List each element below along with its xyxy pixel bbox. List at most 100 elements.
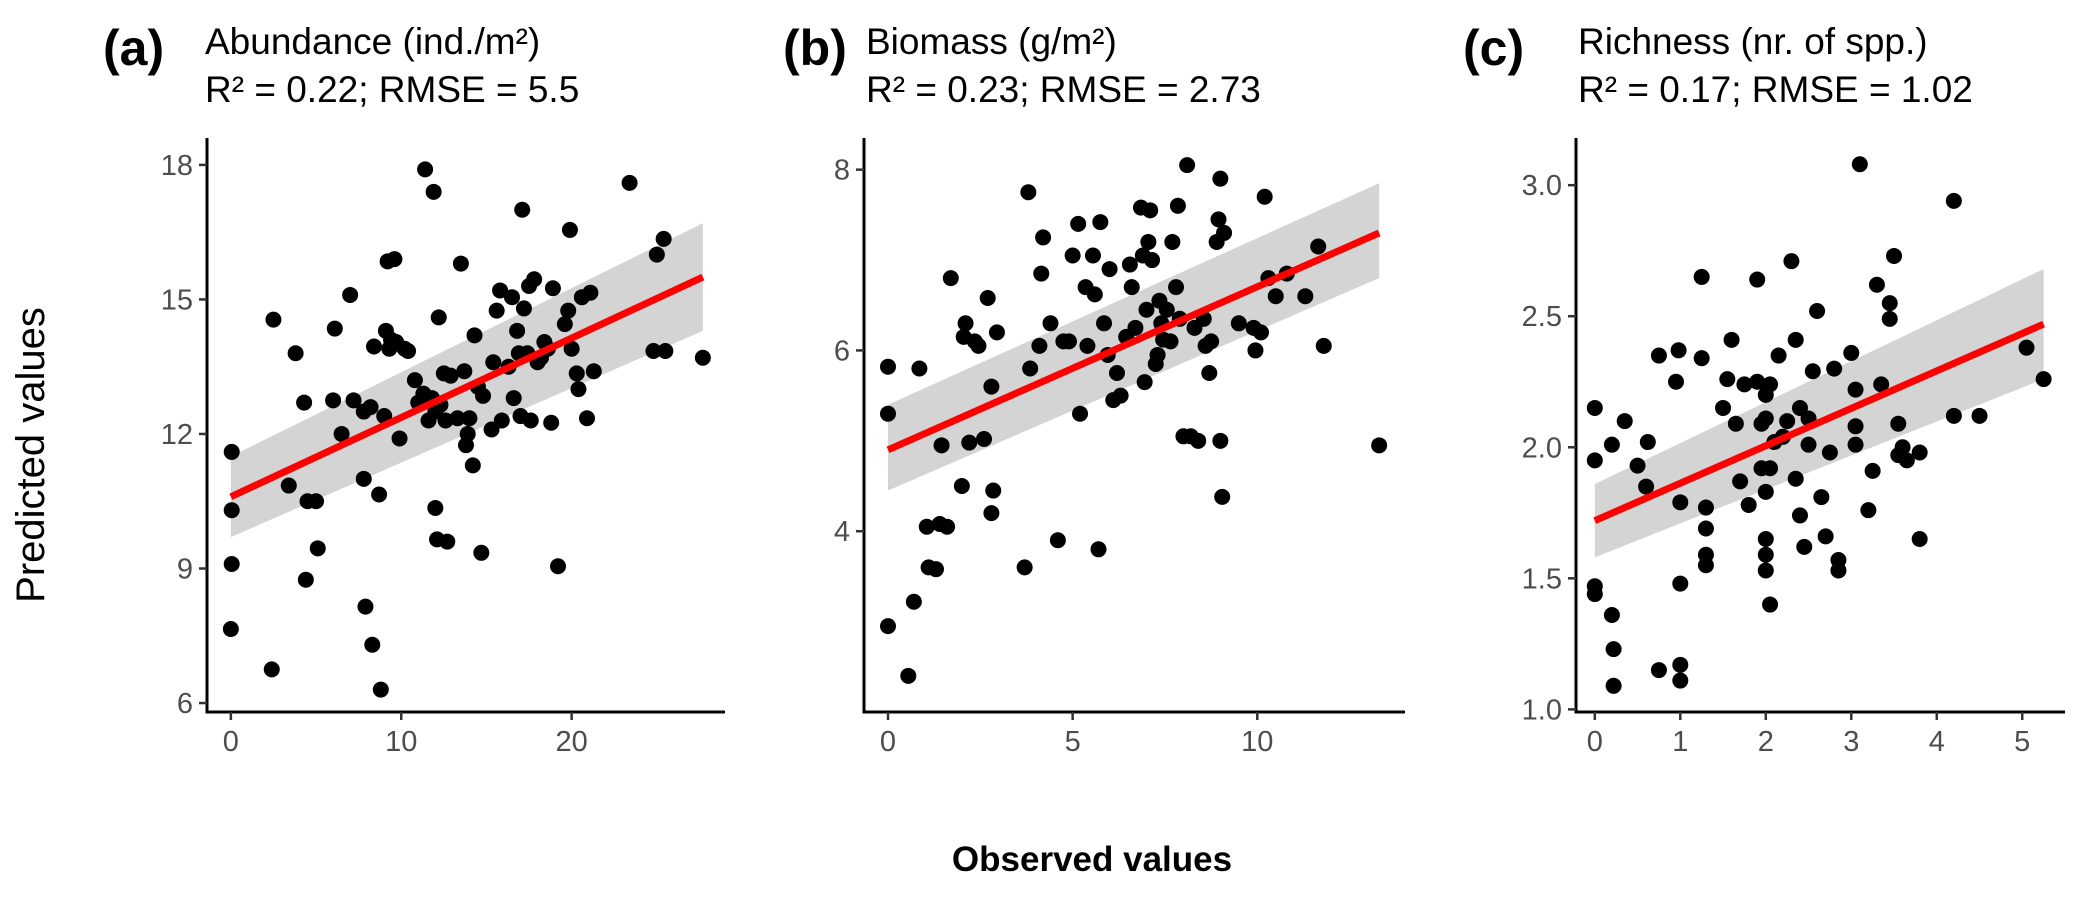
panel-c-data-point [1672,656,1689,673]
panel-c-data-point [1886,247,1903,264]
panel-b-data-point [1086,286,1103,303]
panel-a-fit-line [229,273,705,500]
panel-c-data-point [1693,350,1710,367]
panel-c-data-point [1650,347,1667,364]
panel-b-data-point [979,289,996,306]
panel-a-confidence-band [230,223,703,538]
panel-b-data-point [1149,346,1166,363]
panel-b-data-point [1210,211,1227,228]
panel-a-data-point [570,381,587,398]
panel-a-data-point [355,470,372,487]
panel-c: (c) Richness (nr. of spp.) R² = 0.17; RM… [1463,20,2065,758]
panel-b-data-point [1142,202,1159,219]
panel-a-data-point [263,661,280,678]
panel-a-data-point [505,390,522,407]
panel-c-data-point [1779,413,1796,430]
panel-c-data-point [1800,436,1817,453]
panel-a-data-point [223,443,240,460]
panel-a-data-point [406,372,423,389]
panel-c-data-point [1672,672,1689,689]
panel-a-data-point [452,255,469,272]
panel-a-data-point [485,354,502,371]
panel-b-y-tick-label: 4 [834,516,850,548]
panel-a-data-point [504,289,521,306]
panel-b-data-point [1042,315,1059,332]
panel-c-data-point [1727,415,1744,432]
panel-a-data-point [657,343,674,360]
panel-b-data-point [988,324,1005,341]
panel-a-data-point [655,230,672,247]
panel-a-data-point [473,544,490,561]
panel-b-data-point [880,618,897,635]
panel-c-data-point [1847,436,1864,453]
panel-a-data-point [345,392,362,409]
panel-a-y-tick-label: 18 [161,150,193,182]
panel-c-data-point [1809,302,1826,319]
panel-b-data-point [1049,532,1066,549]
panel-c-data-point [1860,502,1877,519]
panel-b-data-point [976,431,993,448]
panel-b-fit-line [886,229,1381,454]
panel-c-x-tick-label: 3 [1843,726,1859,758]
panel-b-data-point [1144,252,1161,269]
panel-b-data-point [1016,559,1033,576]
panel-a-x-tick-label: 20 [556,726,588,758]
panel-c-x-tick-label: 4 [1929,726,1945,758]
panel-c-data-point [1945,192,1962,209]
panel-b-data-point [1090,541,1107,558]
panel-b-data-point [1256,188,1273,205]
panel-c-data-point [1851,156,1868,173]
panel-c-data-point [1911,531,1928,548]
panel-a-data-point [456,363,473,380]
panel-c-x-tick-label: 5 [2014,726,2030,758]
panel-a-data-point [371,486,388,503]
panel-c-y-tick-label: 2.5 [1522,301,1562,333]
panel-c-data-point [1881,295,1898,312]
panel-b-data-point [1084,247,1101,264]
panel-c-data-point [1783,253,1800,270]
panel-a-data-point [466,327,483,344]
panel-a-data-point [372,681,389,698]
panel-b-data-point [942,270,959,287]
panel-b-data-point [905,593,922,610]
panel-a-data-point [425,183,442,200]
panel-a-data-point [464,457,481,474]
panel-c-data-point [1605,641,1622,658]
panel-b-data-point [1169,197,1186,214]
panel-c-data-point [1821,444,1838,461]
panel-c-data-point [1911,444,1928,461]
panel-b-plot: 4 6 8 0 5 10 [834,138,1405,758]
panel-c-data-point [1787,470,1804,487]
panel-b-data-point [1127,319,1144,336]
panel-a-data-point [309,540,326,557]
panel-a-data-point [437,412,454,429]
panel-a-data-point [297,571,314,588]
panel-a-data-point [578,410,595,427]
panel-a-data-point [222,621,239,638]
panel-c-data-point [1719,371,1736,388]
panel-c-data-point [1847,418,1864,435]
panel-a-data-point [488,302,505,319]
panel-b-data-point [880,358,897,375]
panel-c-data-point [1762,376,1779,393]
panel-c-data-point [1817,528,1834,545]
panel-a-data-point [430,309,447,326]
panel-a-data-point [648,246,665,263]
panel-b-data-point [983,378,1000,395]
panel-a-data-point [223,502,240,519]
panel-b-x-tick-label: 5 [1065,726,1081,758]
panel-c-data-point [1868,276,1885,293]
panel-b-data-point [1079,337,1096,354]
panel-a-data-point [459,425,476,442]
panel-c-data-point [1757,483,1774,500]
panel-a-data-point [492,282,509,299]
panel-c-data-point [1847,381,1864,398]
y-axis-title: Predicted values [9,307,53,603]
panel-c-data-point [1804,363,1821,380]
panel-c-x-tick-label: 1 [1672,726,1688,758]
panel-b-data-point [911,360,928,377]
panel-b-y-tick-label: 8 [834,155,850,187]
panel-b-x-tick-label: 0 [880,726,896,758]
panel-b-data-point [1020,184,1037,201]
panel-a-data-point [308,493,325,510]
